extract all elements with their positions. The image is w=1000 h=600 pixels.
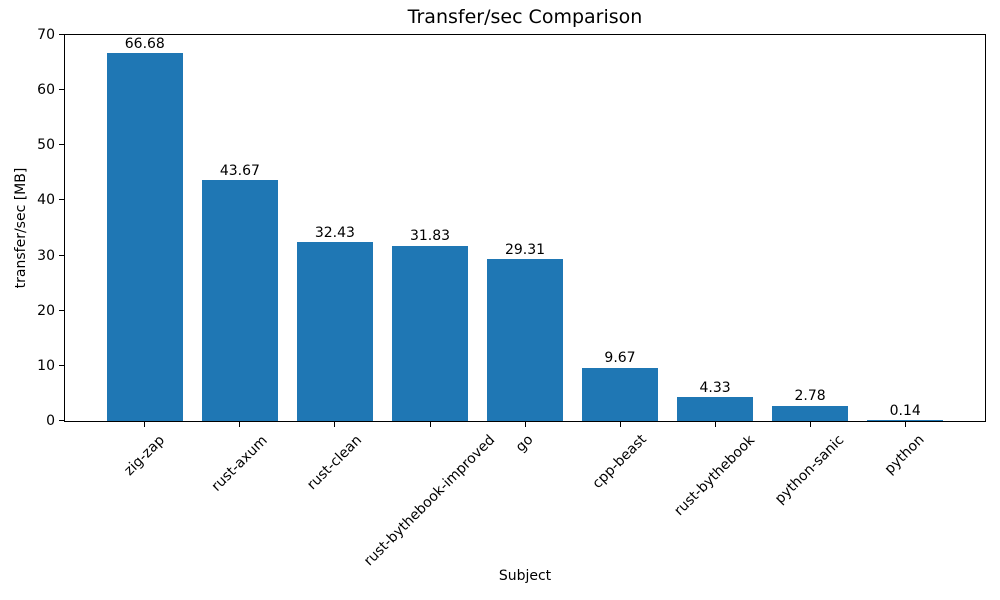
y-tick-label: 30 — [37, 247, 55, 264]
x-tick-label-rust-axum: rust-axum — [208, 432, 271, 495]
bar-value-label: 2.78 — [794, 388, 826, 405]
x-tick-label-rust-bythebook-improved: rust-bythebook-improved — [361, 431, 499, 570]
plot-area: 66.68 43.67 32.43 31.83 29.31 9.67 4.33 2.78 0.1… — [64, 34, 986, 422]
y-tick-label: 0 — [46, 413, 55, 429]
x-tick-mark — [429, 422, 431, 427]
y-tick-mark — [59, 89, 64, 91]
bar-python-sanic — [772, 405, 849, 421]
bar-value-label: 29.31 — [504, 241, 546, 258]
bar-value-label: 0.14 — [889, 402, 921, 419]
y-tick-label: 60 — [37, 82, 55, 99]
chart-title: Transfer/sec Comparison — [407, 6, 643, 28]
y-tick-mark — [59, 309, 64, 311]
bar-python — [867, 420, 944, 421]
x-tick-mark — [714, 422, 716, 427]
bar-value-label: 9.67 — [604, 350, 636, 367]
x-tick-mark — [524, 422, 526, 427]
y-tick-mark — [59, 364, 64, 366]
bar-value-label: 31.83 — [409, 228, 451, 244]
y-axis-label: transfer/sec [MB] — [13, 167, 29, 289]
bar-value-label: 66.68 — [124, 35, 165, 52]
x-tick-label-rust-clean: rust-clean — [304, 431, 365, 493]
x-tick-label-python: python — [881, 431, 928, 478]
y-tick-mark — [59, 199, 64, 201]
y-tick-mark — [59, 254, 64, 256]
x-tick-mark — [619, 422, 621, 427]
y-tick-label: 20 — [37, 302, 55, 319]
bar-rust-bythebook — [677, 397, 754, 421]
y-tick-label: 70 — [37, 27, 55, 43]
x-tick-label-python-sanic: python-sanic — [772, 431, 848, 508]
bar-rust-clean — [296, 242, 373, 421]
y-tick-mark — [59, 34, 64, 35]
x-tick-label-cpp-beast: cpp-beast — [589, 431, 650, 493]
bar-value-label: 32.43 — [314, 224, 355, 241]
x-axis-label: Subject — [498, 568, 552, 584]
y-tick-mark — [59, 144, 64, 146]
x-tick-mark — [809, 422, 811, 427]
bars-group: 66.68 43.67 32.43 31.83 29.31 9.67 4.33 2.78 0.1… — [65, 35, 985, 421]
x-tick-label-go: go — [512, 431, 537, 456]
y-tick-label: 50 — [37, 137, 55, 154]
x-tick-label-rust-bythebook: rust-bythebook — [671, 432, 759, 519]
bar-go — [487, 259, 563, 421]
bar-value-label: 4.33 — [699, 379, 731, 396]
bar-cpp-beast — [582, 367, 658, 421]
x-tick-mark — [334, 422, 336, 427]
x-tick-label-zig-zap: zig-zap — [121, 431, 168, 479]
x-tick-mark — [144, 422, 146, 427]
x-tick-mark — [239, 422, 241, 427]
bar-zig-zap — [106, 53, 183, 421]
bar-rust-axum — [201, 180, 278, 421]
x-tick-mark — [904, 422, 906, 427]
bar-value-label: 43.67 — [219, 162, 260, 179]
y-tick-mark — [59, 420, 64, 421]
bar-rust-bythebook-improved — [391, 245, 468, 421]
y-tick-label: 10 — [37, 357, 55, 374]
y-tick-label: 40 — [37, 192, 55, 209]
